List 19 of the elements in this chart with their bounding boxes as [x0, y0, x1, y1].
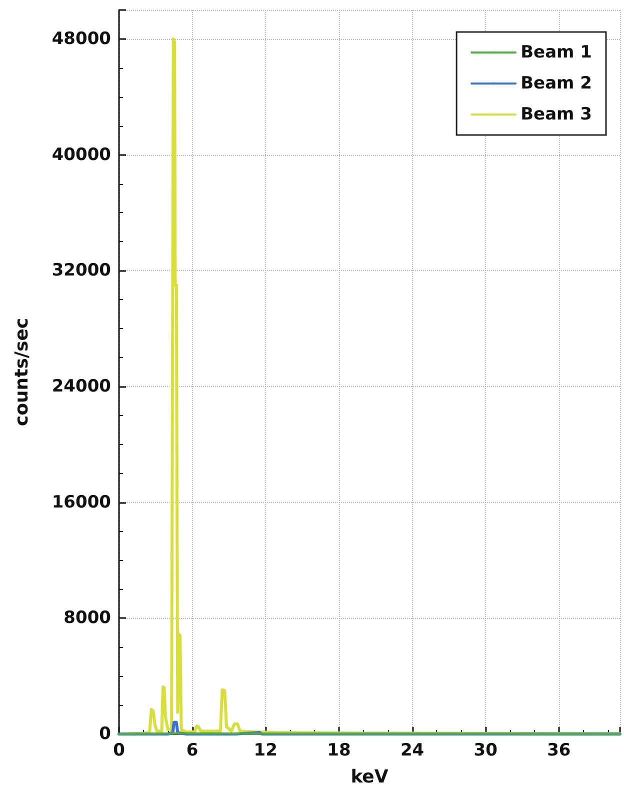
x-tick-label: 12 [254, 740, 278, 760]
y-tick-label: 16000 [52, 492, 112, 512]
legend-label: Beam 2 [520, 74, 592, 94]
x-tick-label: 24 [400, 740, 424, 760]
legend-label: Beam 3 [520, 104, 592, 124]
y-tick-label: 40000 [52, 144, 112, 165]
x-tick-label: 36 [547, 740, 571, 760]
legend-label: Beam 1 [520, 42, 592, 62]
x-tick-label: 18 [327, 740, 351, 760]
y-tick-label: 8000 [64, 608, 112, 628]
y-tick-label: 0 [99, 724, 112, 744]
x-tick-label: 30 [474, 740, 498, 760]
x-tick-label: 0 [113, 740, 126, 760]
y-tick-label: 24000 [52, 376, 112, 396]
y-axis-title: counts/sec [12, 318, 32, 426]
y-tick-label: 32000 [52, 260, 112, 281]
x-tick-label: 6 [186, 740, 198, 760]
x-axis-title: keV [350, 766, 388, 788]
y-tick-label: 48000 [52, 28, 112, 49]
